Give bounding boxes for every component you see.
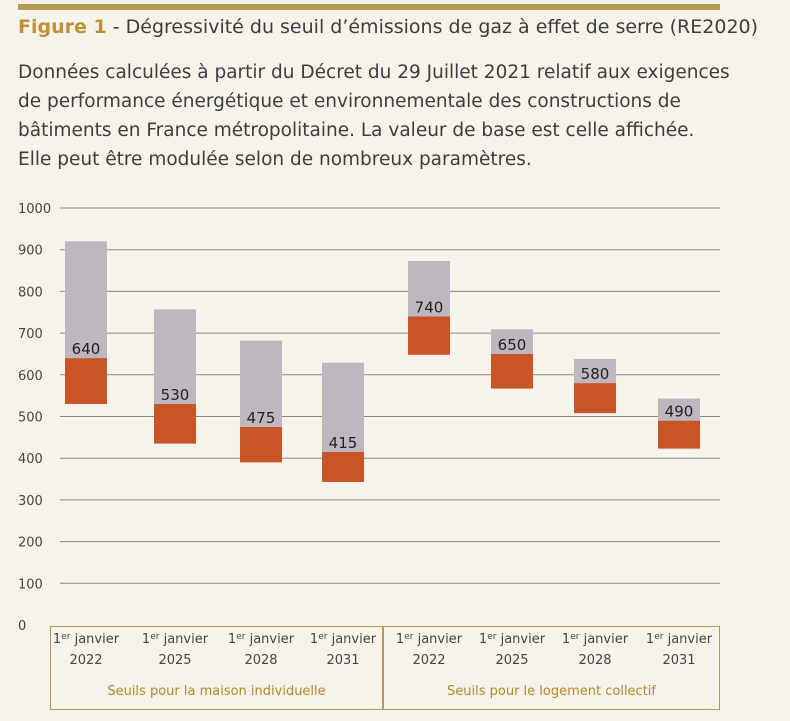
subtitle-line: bâtiments en France métropolitaine. La v… bbox=[18, 120, 695, 141]
figure-title-text: - Dégressivité du seuil d’émissions de g… bbox=[106, 16, 759, 38]
subtitle-line: Elle peut être modulée selon de nombreux… bbox=[18, 149, 532, 170]
bar-chart: 0 100 200 300 400 500 600 700 800 900 1000 640 530 47… bbox=[18, 202, 720, 634]
data-label: 740 bbox=[415, 298, 444, 316]
x-tick-label: 1er janvier 2028 bbox=[561, 632, 629, 668]
data-label: 530 bbox=[161, 386, 190, 404]
bar-upper bbox=[322, 362, 364, 452]
y-tick-label: 0 bbox=[18, 619, 26, 634]
y-tick-label: 700 bbox=[18, 327, 43, 342]
category-group-box: Seuils pour la maison individuelle bbox=[50, 626, 383, 710]
bar-upper bbox=[408, 260, 450, 317]
y-tick-label: 800 bbox=[18, 285, 43, 300]
x-tick-label: 1er janvier 2031 bbox=[309, 632, 377, 668]
subtitle-line: Données calculées à partir du Décret du … bbox=[18, 62, 730, 83]
bar-lower bbox=[491, 353, 533, 389]
bar-upper bbox=[658, 398, 700, 421]
group-label: Seuils pour le logement collectif bbox=[447, 684, 656, 699]
bar-lower bbox=[154, 403, 196, 444]
bar-lower bbox=[322, 451, 364, 482]
subtitle-line: de performance énergétique et environnem… bbox=[18, 91, 681, 112]
bar-upper bbox=[240, 340, 282, 427]
x-tick-label: 1er janvier 2031 bbox=[645, 632, 713, 668]
bar-lower bbox=[574, 383, 616, 414]
bar-upper bbox=[574, 358, 616, 384]
x-axis-categories: Seuils pour la maison individuelle Seuils… bbox=[50, 626, 720, 710]
data-label: 490 bbox=[665, 403, 694, 421]
bar-upper bbox=[491, 329, 533, 354]
data-label: 580 bbox=[581, 365, 610, 383]
y-tick-label: 200 bbox=[18, 536, 43, 551]
figure-top-rule bbox=[18, 4, 720, 10]
bar-lower bbox=[408, 316, 450, 355]
data-label: 475 bbox=[247, 409, 276, 427]
figure-subtitle: Données calculées à partir du Décret du … bbox=[18, 58, 738, 174]
y-tick-label: 100 bbox=[18, 577, 43, 592]
data-label: 650 bbox=[498, 336, 527, 354]
x-tick-label: 1er janvier 2022 bbox=[52, 632, 120, 668]
bar-upper bbox=[65, 241, 107, 359]
bar-lower bbox=[240, 426, 282, 463]
group-label: Seuils pour la maison individuelle bbox=[107, 684, 326, 699]
y-tick-label: 600 bbox=[18, 369, 43, 384]
x-tick-label: 1er janvier 2025 bbox=[141, 632, 209, 668]
y-tick-label: 900 bbox=[18, 244, 43, 259]
y-tick-label: 500 bbox=[18, 411, 43, 426]
x-tick-label: 1er janvier 2028 bbox=[227, 632, 295, 668]
y-tick-label: 400 bbox=[18, 452, 43, 467]
bar-lower bbox=[658, 420, 700, 449]
bar-lower bbox=[65, 358, 107, 404]
x-tick-label: 1er janvier 2022 bbox=[395, 632, 463, 668]
bar-upper bbox=[154, 309, 196, 404]
data-label: 640 bbox=[72, 340, 101, 358]
y-tick-label: 1000 bbox=[18, 202, 51, 217]
x-tick-label: 1er janvier 2025 bbox=[478, 632, 546, 668]
y-tick-label: 300 bbox=[18, 494, 43, 509]
category-group-box: Seuils pour le logement collectif bbox=[383, 626, 720, 710]
figure-label: Figure 1 bbox=[18, 16, 107, 38]
figure-title: Figure 1 - Dégressivité du seuil d’émiss… bbox=[18, 14, 758, 40]
data-label: 415 bbox=[329, 434, 358, 452]
